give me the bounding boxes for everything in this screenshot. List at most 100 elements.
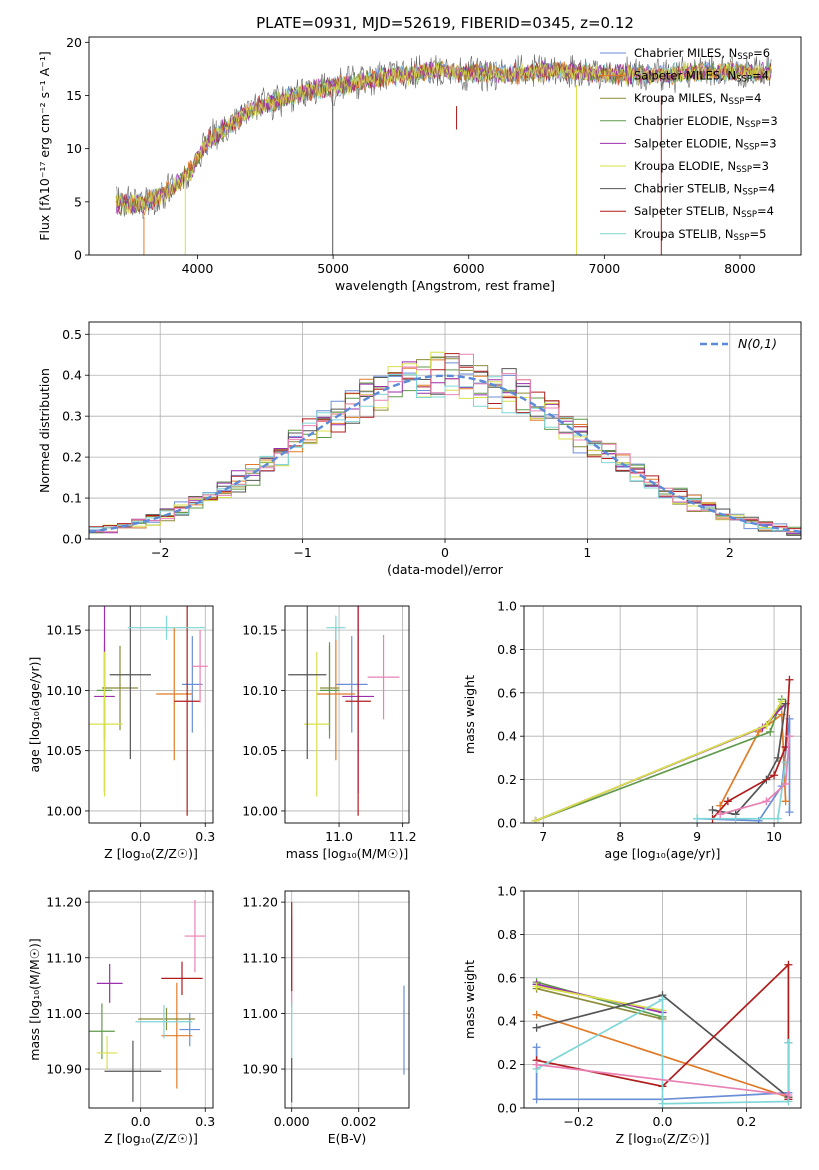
y-tick-label: 10.90: [242, 1062, 278, 1077]
weight-marker: [731, 814, 740, 823]
y-tick-label: 10.15: [242, 623, 278, 638]
legend-sub: SSP: [736, 165, 752, 175]
y-tick-label: 0.4: [497, 1014, 517, 1029]
x-tick-label: 4000: [182, 261, 214, 276]
weight-marker: [532, 1095, 541, 1104]
legend-entry: Chabrier MILES, NSSP=6: [634, 46, 770, 62]
y-tick-label: 0.2: [497, 1057, 517, 1072]
x-tick-label: 11.2: [389, 829, 417, 844]
legend-name: Salpeter MILES, N: [634, 69, 736, 83]
y-tick-label: 0.2: [497, 772, 517, 787]
mass-vs-ebv-plot-area: [291, 902, 405, 1103]
x-tick-label: −1: [293, 545, 311, 560]
histogram-step: [89, 353, 801, 535]
x-axis-label: mass [log₁₀(M/M☉)]: [286, 846, 408, 861]
axes-frame: [88, 321, 802, 540]
weight-marker: [532, 982, 541, 991]
y-axis-label: mass [log₁₀(M/M☉)]: [27, 938, 42, 1060]
weight-marker: [785, 675, 794, 684]
weight-marker: [716, 801, 725, 810]
x-axis-label: age [log₁₀(age/yr)]: [605, 846, 721, 861]
axes-frame: [88, 890, 214, 1109]
x-axis-label: wavelength [Angstrom, rest frame]: [335, 278, 555, 293]
legend-suffix: =3: [761, 114, 778, 128]
weight-marker: [716, 810, 725, 819]
x-tick-label: 7000: [588, 261, 620, 276]
axes-frame: [523, 890, 802, 1109]
x-tick-label: 5000: [317, 261, 349, 276]
x-tick-label: 9: [693, 829, 701, 844]
weight-line: [536, 985, 663, 1012]
x-tick-label: −0.2: [563, 1114, 593, 1129]
y-tick-label: 10.90: [46, 1062, 82, 1077]
weight-marker: [770, 771, 779, 780]
y-tick-label: 0.8: [497, 642, 517, 657]
y-tick-label: 11.00: [242, 1006, 278, 1021]
x-tick-label: 6000: [453, 261, 485, 276]
weight-marker: [784, 1038, 793, 1047]
weight-line: [536, 962, 790, 1100]
y-tick-label: 11.20: [46, 895, 82, 910]
spectrum-plot-area: [115, 54, 772, 255]
y-tick-label: 20: [66, 35, 82, 50]
x-tick-label: 2: [726, 545, 734, 560]
weight-marker: [532, 1010, 541, 1019]
legend-entry: Chabrier STELIB, NSSP=4: [634, 182, 775, 198]
weight-line: [719, 736, 791, 816]
legend-suffix: =4: [744, 91, 761, 105]
y-tick-label: 10.15: [46, 623, 82, 638]
y-tick-label: 0.0: [62, 532, 82, 547]
histogram-step: [89, 374, 801, 536]
legend-entry: Salpeter MILES, NSSP=4: [634, 69, 769, 85]
axes-frame: [88, 36, 802, 256]
y-axis-label: Normed distribution: [37, 368, 52, 493]
legend-suffix: =4: [757, 204, 774, 218]
mass-weight-vs-age-plot-area: [531, 675, 794, 823]
legend-name: Kroupa MILES, N: [634, 91, 729, 105]
legend-name: Chabrier ELODIE, N: [634, 114, 745, 128]
y-axis-label: age [log₁₀(age/yr)]: [27, 657, 42, 773]
legend-name: Salpeter ELODIE, N: [634, 136, 744, 150]
y-tick-label: 10.05: [46, 743, 82, 758]
legend-sub: SSP: [734, 233, 750, 243]
weight-marker: [532, 1023, 541, 1032]
legend-name: Kroupa STELIB, N: [634, 227, 734, 241]
legend-suffix: =6: [753, 46, 770, 60]
legend-entry: Kroupa ELODIE, NSSP=3: [634, 159, 769, 175]
legend-suffix: =4: [758, 182, 775, 196]
legend-sub: SSP: [744, 142, 760, 152]
y-tick-label: 1.0: [497, 884, 517, 899]
y-tick-label: 0.4: [62, 368, 82, 383]
weight-marker: [532, 1060, 541, 1069]
weight-marker: [785, 808, 794, 817]
legend-entry: Kroupa STELIB, NSSP=5: [634, 227, 766, 243]
x-tick-label: 11.0: [325, 829, 353, 844]
legend-sub: SSP: [736, 75, 752, 85]
y-tick-label: 10.05: [242, 743, 278, 758]
legend-sub: SSP: [745, 120, 761, 130]
y-tick-label: 0.1: [62, 491, 82, 506]
y-tick-label: 10.00: [242, 803, 278, 818]
y-tick-label: 11.00: [46, 1006, 82, 1021]
weight-marker: [784, 960, 793, 969]
weight-marker: [762, 797, 771, 806]
legend-sub: SSP: [742, 188, 758, 198]
y-tick-label: 0.5: [62, 327, 82, 342]
x-axis-label: Z [log₁₀(Z/Z☉)]: [104, 846, 198, 861]
weight-marker: [773, 814, 782, 823]
mass-vs-z-plot-area: [89, 899, 206, 1102]
normal-curve: [89, 374, 801, 533]
y-tick-label: 5: [74, 194, 82, 209]
axes-frame: [88, 605, 214, 824]
legend-entry: N(0,1): [738, 336, 777, 351]
y-tick-label: 0.6: [497, 685, 517, 700]
y-tick-label: 10.10: [46, 683, 82, 698]
spectrum-line: [115, 62, 772, 214]
x-axis-label: (data-model)/error: [387, 562, 504, 577]
axes-frame: [284, 890, 410, 1109]
weight-line: [719, 712, 787, 806]
y-tick-label: 0.2: [62, 450, 82, 465]
legend-name: Chabrier STELIB, N: [634, 182, 742, 196]
weight-line: [536, 987, 663, 1020]
weight-line: [536, 998, 790, 1105]
